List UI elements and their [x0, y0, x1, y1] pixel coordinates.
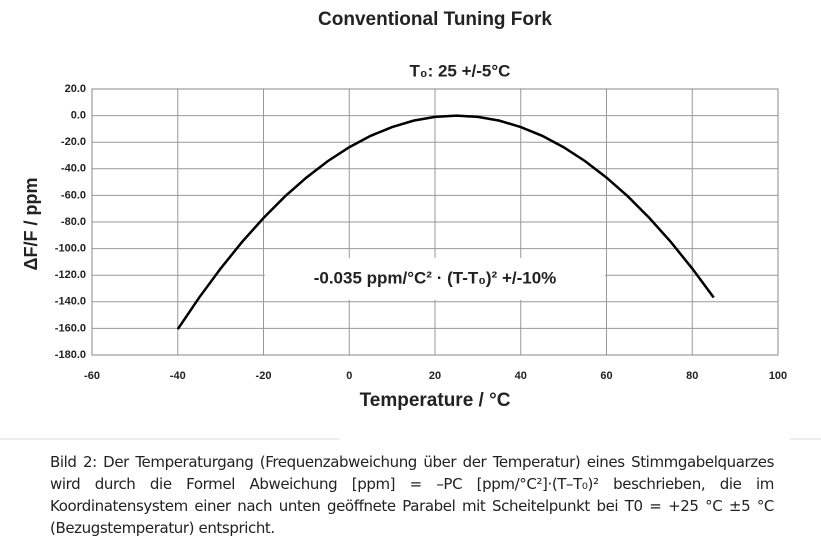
y-tick-label: -20.0: [61, 136, 86, 148]
y-axis-label: ΔF/F / ppm: [21, 178, 41, 271]
chart-title: Conventional Tuning Fork: [318, 9, 552, 30]
y-tick-label: -160.0: [55, 322, 86, 334]
y-tick-label: -40.0: [61, 163, 86, 175]
annotation-box: [265, 258, 605, 300]
annotation: -0.035 ppm/°C² · (T-T₀)² +/-10%: [314, 268, 557, 287]
chart-subtitle: T₀: 25 +/-5°C: [410, 61, 511, 80]
y-tick-label: 20.0: [65, 83, 86, 95]
x-tick-label: -40: [170, 370, 186, 382]
y-tick-label: -180.0: [55, 349, 86, 361]
chart: Conventional Tuning Fork T₀: 25 +/-5°C Δ…: [0, 9, 821, 440]
x-tick-label: 100: [769, 370, 787, 382]
y-tick-label: -80.0: [61, 216, 86, 228]
x-axis-label: Temperature / °C: [360, 390, 511, 411]
x-tick-label: 60: [600, 370, 612, 382]
data-line: [176, 114, 715, 330]
x-tick-label: -20: [256, 370, 272, 382]
plot-area: 20.0 0.0 -20.0 -40.0 -60.0 -80.0 -100.0 -120.0 -…: [55, 83, 787, 382]
y-tick-label: 0.0: [71, 110, 86, 122]
caption: Bild 2: Der Temperaturgang (Frequenzabwe…: [50, 453, 774, 537]
plot-border: [91, 88, 779, 356]
y-tick-label: -140.0: [55, 296, 86, 308]
x-tick-label: -60: [84, 370, 100, 382]
x-tick-label: 20: [429, 370, 441, 382]
x-tick-label: 40: [515, 370, 527, 382]
x-tick-label: 0: [346, 370, 352, 382]
y-tick-label: -60.0: [61, 189, 86, 201]
y-tick-label: -120.0: [55, 269, 86, 281]
x-tick-label: 80: [686, 370, 698, 382]
y-tick-label: -100.0: [55, 243, 86, 255]
